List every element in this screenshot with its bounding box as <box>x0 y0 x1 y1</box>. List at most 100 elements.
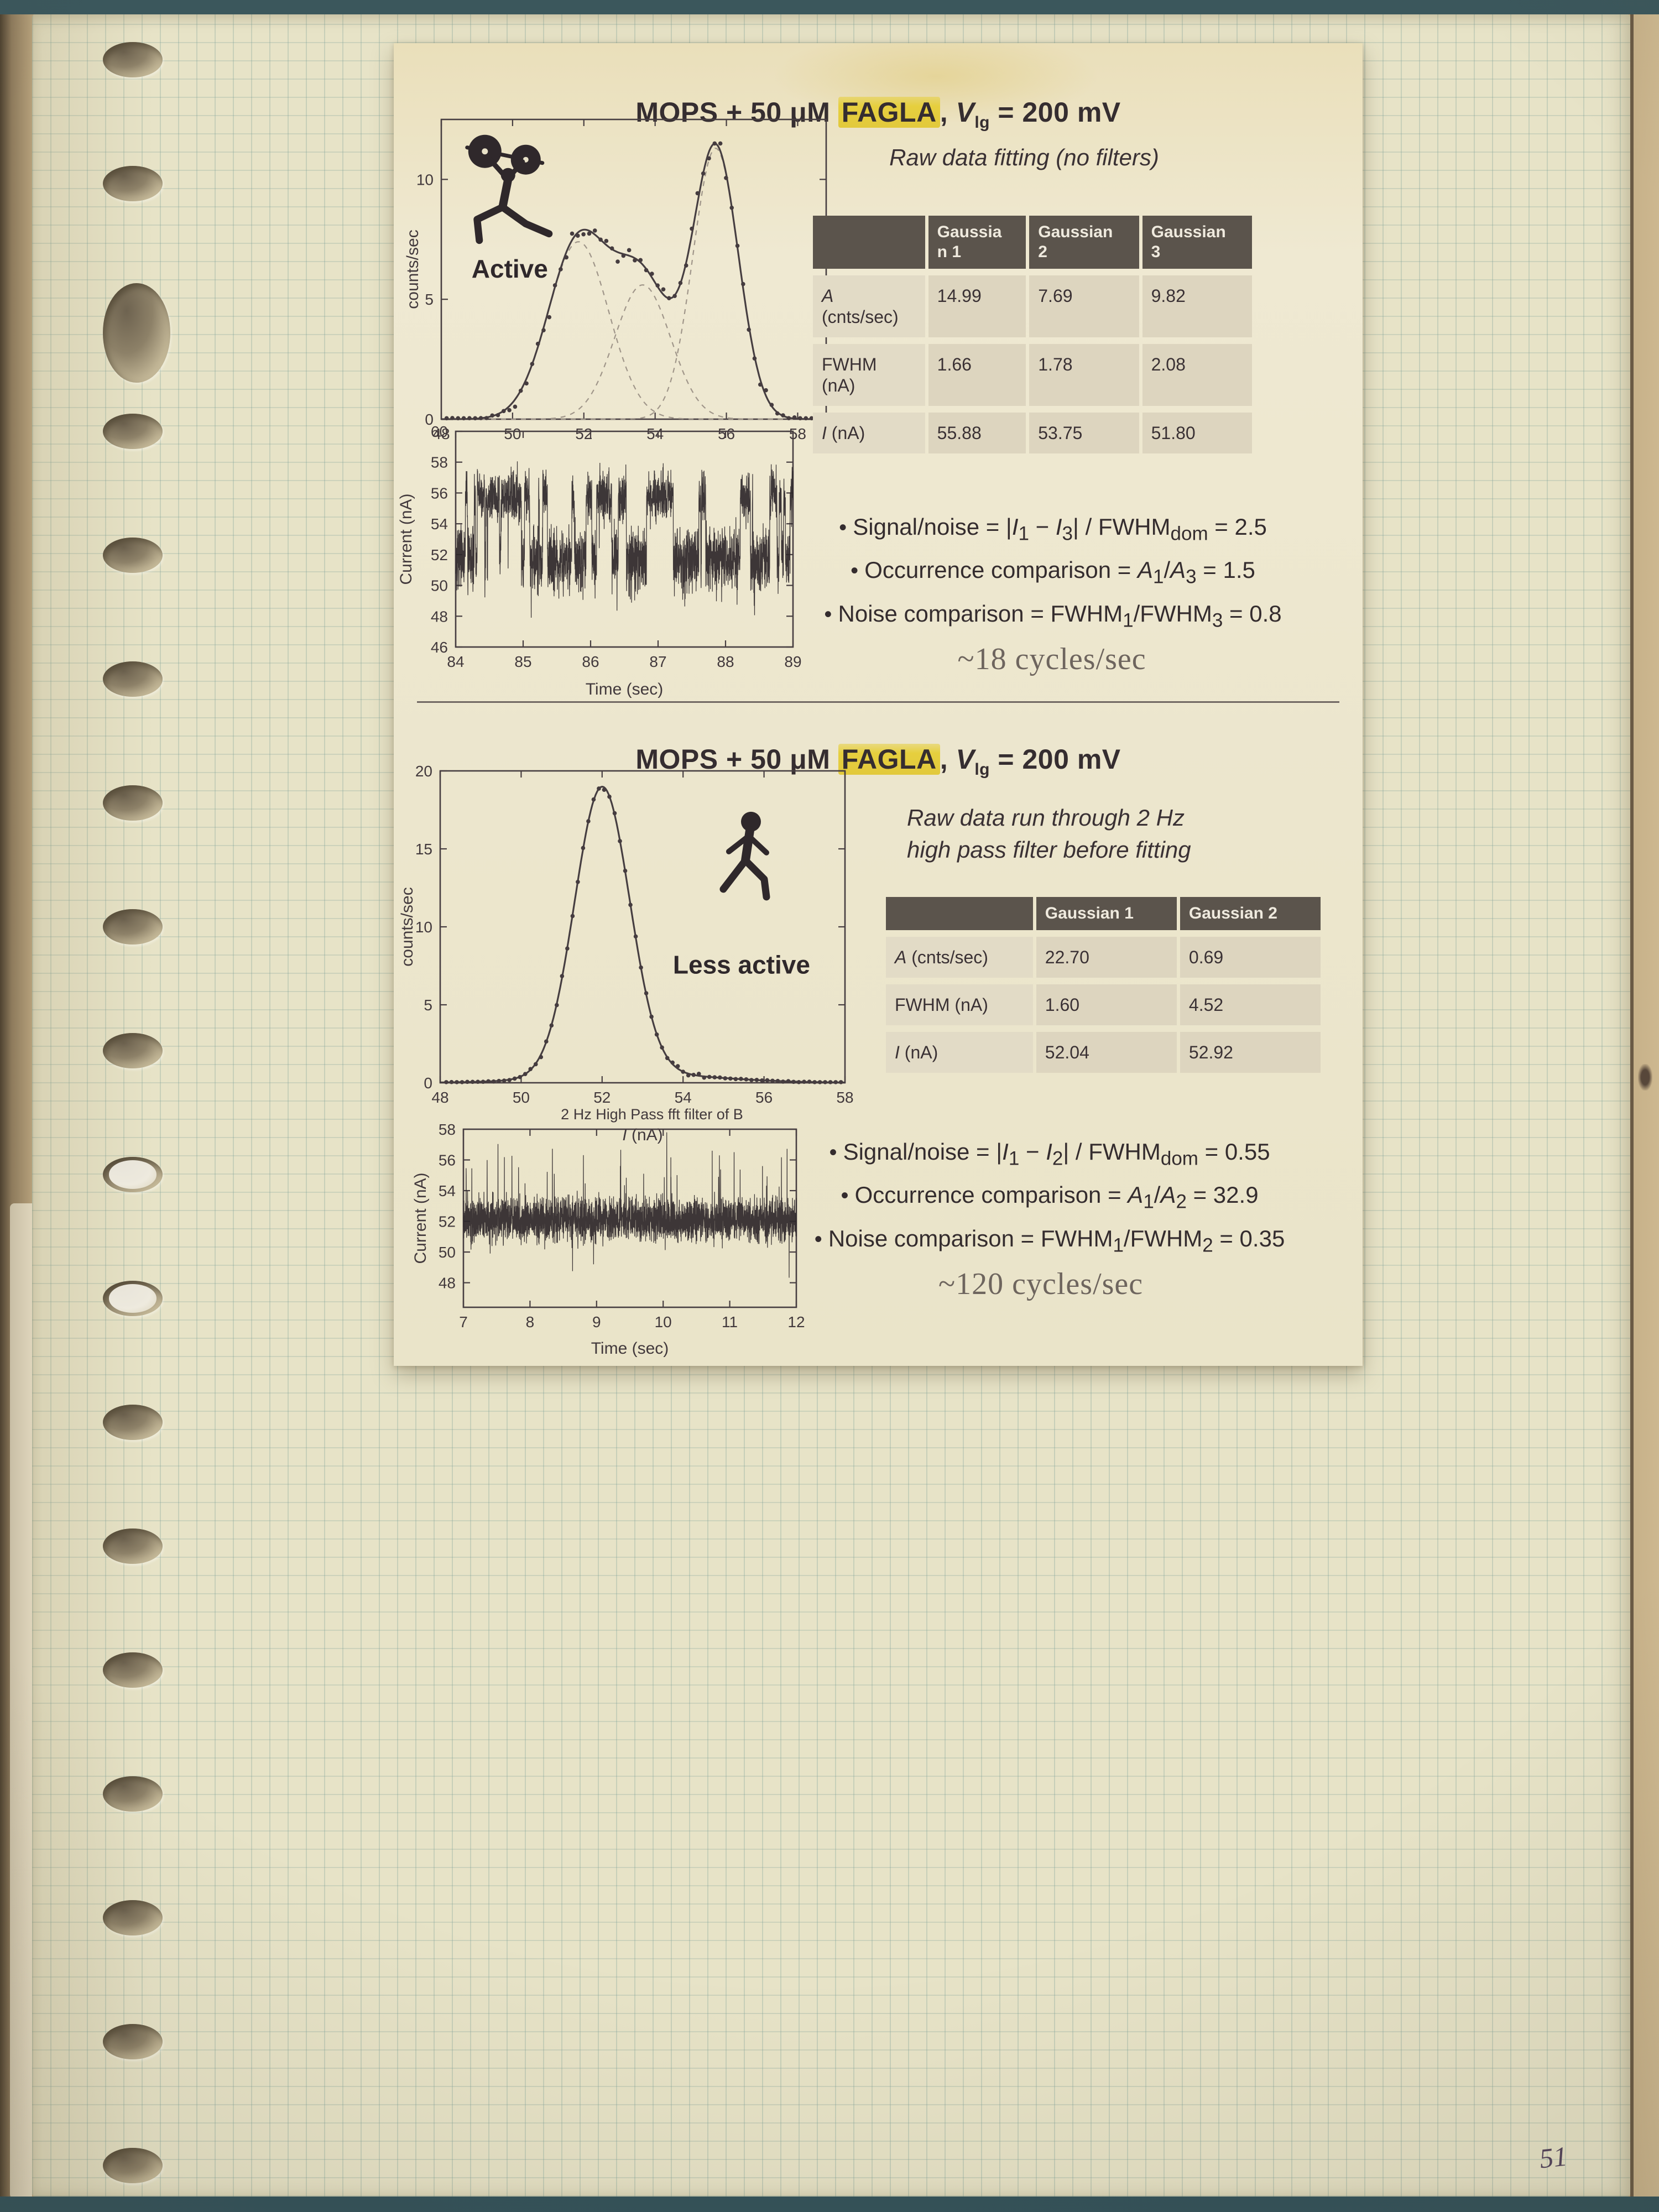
svg-text:9: 9 <box>592 1313 601 1331</box>
white-paper-reinforcement <box>108 1284 157 1313</box>
svg-text:58: 58 <box>439 1121 456 1138</box>
table-value-cell: 0.69 <box>1180 937 1321 978</box>
table-value-cell: 7.69 <box>1029 275 1139 337</box>
svg-text:50: 50 <box>504 425 521 442</box>
gaussian-table-1: Gaussia n 1 Gaussian 2 Gaussian 3 A (cnts/sec) 1… <box>810 209 1255 460</box>
table-value-cell: 4.52 <box>1180 984 1321 1025</box>
desk-right-edge <box>1630 14 1659 2197</box>
svg-text:50: 50 <box>513 1089 530 1106</box>
svg-text:56: 56 <box>431 484 448 502</box>
table-value-cell: 2.08 <box>1142 344 1252 406</box>
punched-hole <box>103 785 163 821</box>
punched-hole <box>103 1528 163 1564</box>
svg-text:50: 50 <box>431 577 448 594</box>
svg-text:10: 10 <box>416 171 434 188</box>
table-row: FWHM (nA) 1.60 4.52 <box>886 984 1321 1025</box>
svg-text:56: 56 <box>755 1089 773 1106</box>
table-value-cell: 1.60 <box>1036 984 1177 1025</box>
svg-text:Current (nA): Current (nA) <box>398 493 415 585</box>
svg-text:8: 8 <box>526 1313 535 1331</box>
photo-edge-top <box>0 0 1659 14</box>
weightlifter-icon <box>465 134 553 244</box>
table-row-label: I (nA) <box>813 413 925 453</box>
underlying-pages-edge <box>10 1203 32 2199</box>
svg-text:86: 86 <box>582 653 599 670</box>
table-corner-cell <box>813 216 925 269</box>
title-text: MOPS + 50 μM <box>635 743 838 775</box>
table-value-cell: 55.88 <box>928 413 1026 453</box>
section1-title: MOPS + 50 μM FAGLA, Vlg = 200 mV <box>394 96 1363 132</box>
svg-text:56: 56 <box>439 1152 456 1169</box>
section2-subtitle: Raw data run through 2 Hz high pass filt… <box>907 805 1191 863</box>
svg-text:89: 89 <box>784 653 801 670</box>
svg-text:Time (sec): Time (sec) <box>591 1339 669 1358</box>
svg-text:7: 7 <box>459 1313 468 1331</box>
svg-text:54: 54 <box>439 1182 456 1199</box>
punched-hole <box>103 166 163 201</box>
svg-text:10: 10 <box>655 1313 672 1331</box>
svg-text:Time (sec): Time (sec) <box>586 680 664 698</box>
svg-text:48: 48 <box>432 425 450 442</box>
svg-text:5: 5 <box>424 997 432 1014</box>
walking-person-icon <box>719 811 770 901</box>
table-col-header: Gaussian 2 <box>1180 897 1321 930</box>
svg-text:58: 58 <box>836 1089 853 1106</box>
punched-hole <box>103 42 163 77</box>
section1-bullets: Signal/noise = |I1 − I3| / FWHMdom = 2.5… <box>743 509 1363 639</box>
table-row-label: A (cnts/sec) <box>813 275 925 337</box>
svg-text:48: 48 <box>439 1275 456 1292</box>
section2-bullets: Signal/noise = |I1 − I2| / FWHMdom = 0.5… <box>737 1134 1363 1264</box>
punched-hole <box>103 1157 163 1192</box>
svg-text:2 Hz High Pass fft filter of B: 2 Hz High Pass fft filter of B <box>561 1106 743 1123</box>
table-value-cell: 53.75 <box>1029 413 1139 453</box>
printed-slide: MOPS + 50 μM FAGLA, Vlg = 200 mV Raw dat… <box>394 43 1363 1366</box>
section2-rate: ~120 cycles/sec <box>938 1267 1144 1301</box>
bullet-item: Noise comparison = FWHM1/FWHM2 = 0.35 <box>737 1220 1363 1264</box>
svg-text:Current (nA): Current (nA) <box>413 1172 430 1264</box>
svg-text:52: 52 <box>431 546 448 564</box>
section1-subtitle: Raw data fitting (no filters) <box>889 144 1159 170</box>
svg-text:48: 48 <box>431 1089 448 1106</box>
svg-text:58: 58 <box>431 454 448 471</box>
svg-text:88: 88 <box>717 653 734 670</box>
svg-text:54: 54 <box>646 425 664 442</box>
punched-hole <box>103 2148 163 2183</box>
punched-hole <box>103 1652 163 1688</box>
svg-text:52: 52 <box>439 1213 456 1230</box>
svg-text:85: 85 <box>514 653 531 670</box>
bullet-item: Signal/noise = |I1 − I3| / FWHMdom = 2.5 <box>743 509 1363 552</box>
table-value-cell: 51.80 <box>1142 413 1252 453</box>
table-col-header: Gaussian 1 <box>1036 897 1177 930</box>
punched-hole <box>103 909 163 945</box>
svg-text:52: 52 <box>593 1089 611 1106</box>
desk-left-edge <box>0 14 33 2199</box>
table-row: I (nA) 55.88 53.75 51.80 <box>813 413 1252 453</box>
svg-text:5: 5 <box>425 291 434 308</box>
punched-hole <box>103 1776 163 1812</box>
table-value-cell: 22.70 <box>1036 937 1177 978</box>
table-value-cell: 52.92 <box>1180 1032 1321 1073</box>
punched-hole <box>103 1405 163 1440</box>
svg-text:50: 50 <box>439 1244 456 1261</box>
svg-text:12: 12 <box>787 1313 805 1331</box>
bullet-item: Noise comparison = FWHM1/FWHM3 = 0.8 <box>743 596 1363 639</box>
bullet-item: Occurrence comparison = A1/A2 = 32.9 <box>737 1177 1363 1220</box>
title-text: , Vlg = 200 mV <box>940 96 1121 132</box>
punched-hole <box>103 538 163 573</box>
svg-text:46: 46 <box>431 639 448 656</box>
section2-title: MOPS + 50 μM FAGLA, Vlg = 200 mV <box>394 743 1363 779</box>
histogram-fit-chart-1: 48 50 52 54 56 58 0 5 10 counts/sec Active <box>405 118 827 442</box>
svg-text:60: 60 <box>431 423 448 440</box>
svg-text:52: 52 <box>575 425 592 442</box>
page-number-handwritten: 51 <box>1538 2140 1569 2174</box>
table-row-label: FWHM (nA) <box>813 344 925 406</box>
svg-text:0: 0 <box>425 411 434 428</box>
svg-text:54: 54 <box>431 515 448 533</box>
section1-rate: ~18 cycles/sec <box>957 642 1146 676</box>
table-value-cell: 9.82 <box>1142 275 1252 337</box>
punched-hole <box>103 2024 163 2059</box>
table-col-header: Gaussian 3 <box>1142 216 1252 269</box>
table-row: A (cnts/sec) 14.99 7.69 9.82 <box>813 275 1252 337</box>
